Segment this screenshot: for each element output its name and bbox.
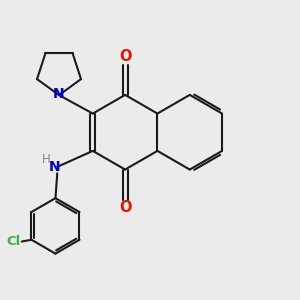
Text: O: O bbox=[119, 50, 131, 64]
Text: N: N bbox=[49, 160, 60, 174]
Text: N: N bbox=[53, 87, 65, 101]
Text: Cl: Cl bbox=[7, 235, 21, 248]
Text: O: O bbox=[119, 200, 131, 215]
Text: H: H bbox=[41, 153, 50, 166]
